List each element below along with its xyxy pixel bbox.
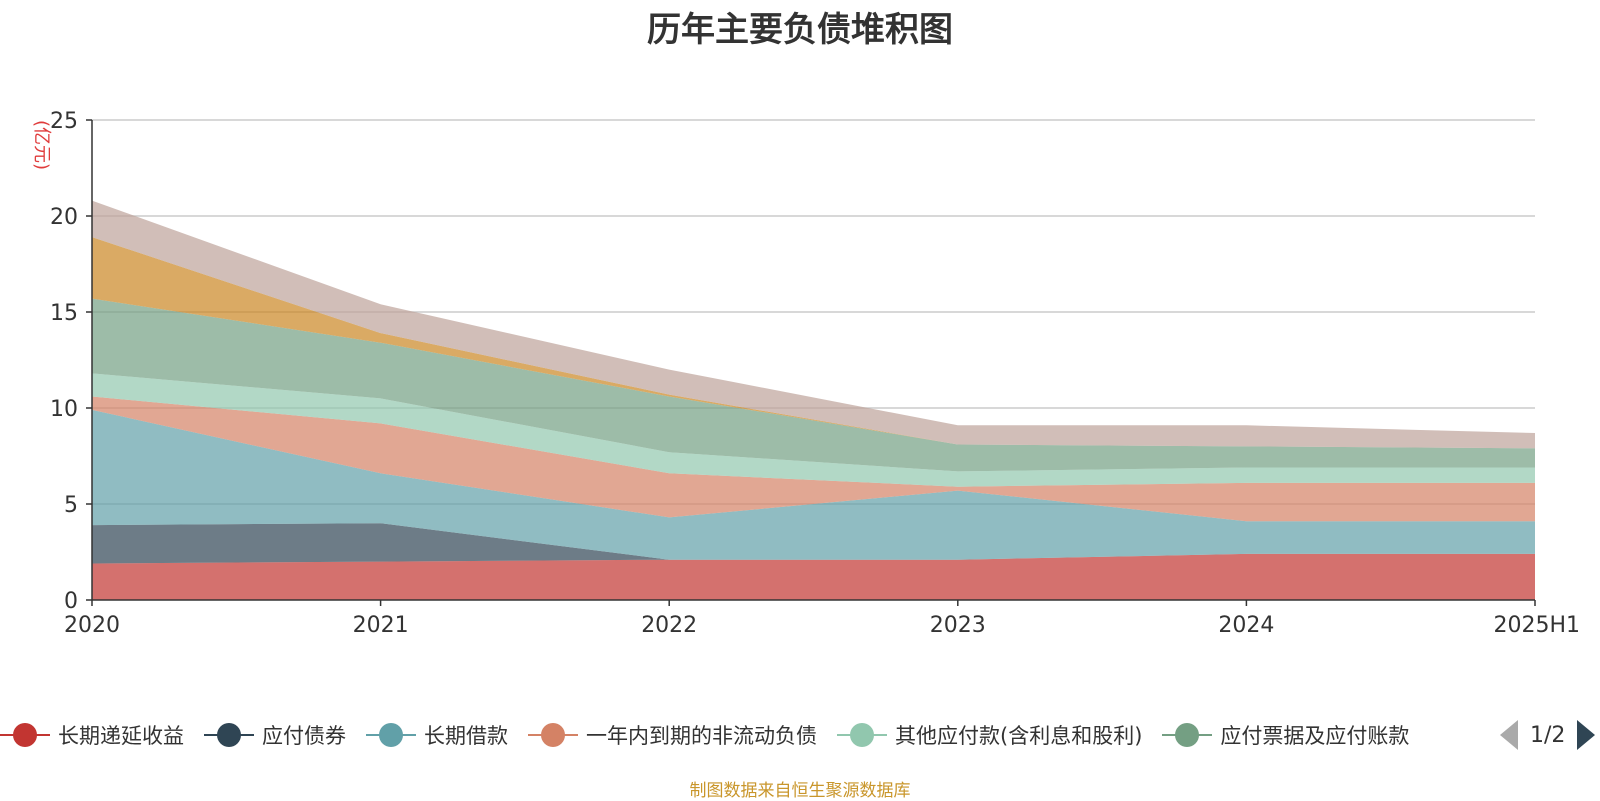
legend-item[interactable]: 其他应付款(含利息和股利) (837, 718, 1142, 752)
legend-next-page-icon[interactable] (1577, 720, 1596, 750)
legend: 长期递延收益 应付债券 长期借款 一年内到期的非流动负债 其他应付款(含利息和股利) 应付… (0, 718, 1600, 752)
area-series-7 (92, 200, 1535, 449)
legend-label: 应付票据及应付账款 (1220, 724, 1410, 748)
legend-prev-page-icon[interactable] (1500, 720, 1518, 750)
y-axis-label: (亿元) (31, 120, 52, 170)
x-tick-label: 2022 (641, 613, 697, 638)
y-tick-label: 15 (50, 301, 78, 326)
area-series-0 (92, 553, 1535, 600)
legend-label: 长期递延收益 (58, 724, 184, 748)
legend-label: 应付债券 (262, 724, 346, 748)
legend-label: 长期借款 (424, 724, 508, 748)
y-tick-label: 0 (64, 589, 78, 614)
legend-label: 一年内到期的非流动负债 (586, 724, 817, 748)
source-note: 制图数据来自恒生聚源数据库 (689, 781, 911, 801)
area-series-6 (92, 237, 1535, 449)
legend-page-indicator: 1/2 (1530, 722, 1566, 748)
area-series-2 (92, 409, 1535, 560)
area-series-1 (92, 523, 1535, 564)
legend-label: 其他应付款(含利息和股利) (895, 724, 1143, 748)
legend-items: 长期递延收益 应付债券 长期借款 一年内到期的非流动负债 其他应付款(含利息和股利) 应付… (0, 718, 1485, 752)
x-tick-label: 2023 (930, 613, 986, 638)
y-tick-label: 10 (50, 397, 78, 422)
area-series-5 (92, 298, 1535, 472)
x-tick-label: 2024 (1218, 613, 1274, 638)
legend-marker-icon (837, 720, 887, 750)
y-tick-label: 5 (64, 493, 78, 518)
x-tick-label: 2025H1 (1493, 613, 1580, 638)
y-tick-label: 25 (50, 109, 78, 134)
area-series-4 (92, 373, 1535, 487)
legend-marker-icon (0, 720, 50, 750)
legend-item[interactable]: 长期借款 (366, 718, 508, 752)
legend-marker-icon (1162, 720, 1213, 750)
legend-marker-icon (528, 720, 578, 750)
legend-marker-icon (204, 720, 254, 750)
x-tick-label: 2021 (353, 613, 409, 638)
chart-title: 历年主要负债堆积图 (647, 10, 953, 50)
legend-item[interactable]: 一年内到期的非流动负债 (528, 718, 817, 752)
axes (86, 119, 1536, 606)
legend-pager: 1/2 (1500, 718, 1596, 752)
x-tick-label: 2020 (64, 613, 120, 638)
y-tick-label: 20 (50, 205, 78, 230)
area-series (92, 200, 1535, 600)
legend-marker-icon (366, 720, 416, 750)
legend-item[interactable]: 长期递延收益 (0, 718, 184, 752)
legend-item[interactable]: 应付债券 (204, 718, 346, 752)
legend-item[interactable]: 应付票据及应付账款 (1162, 718, 1409, 752)
area-series-3 (92, 396, 1535, 522)
tick-labels: 0 5 10 15 20 25 2020 2021 2022 2023 2024 2025H1 (亿元) (31, 109, 1580, 638)
